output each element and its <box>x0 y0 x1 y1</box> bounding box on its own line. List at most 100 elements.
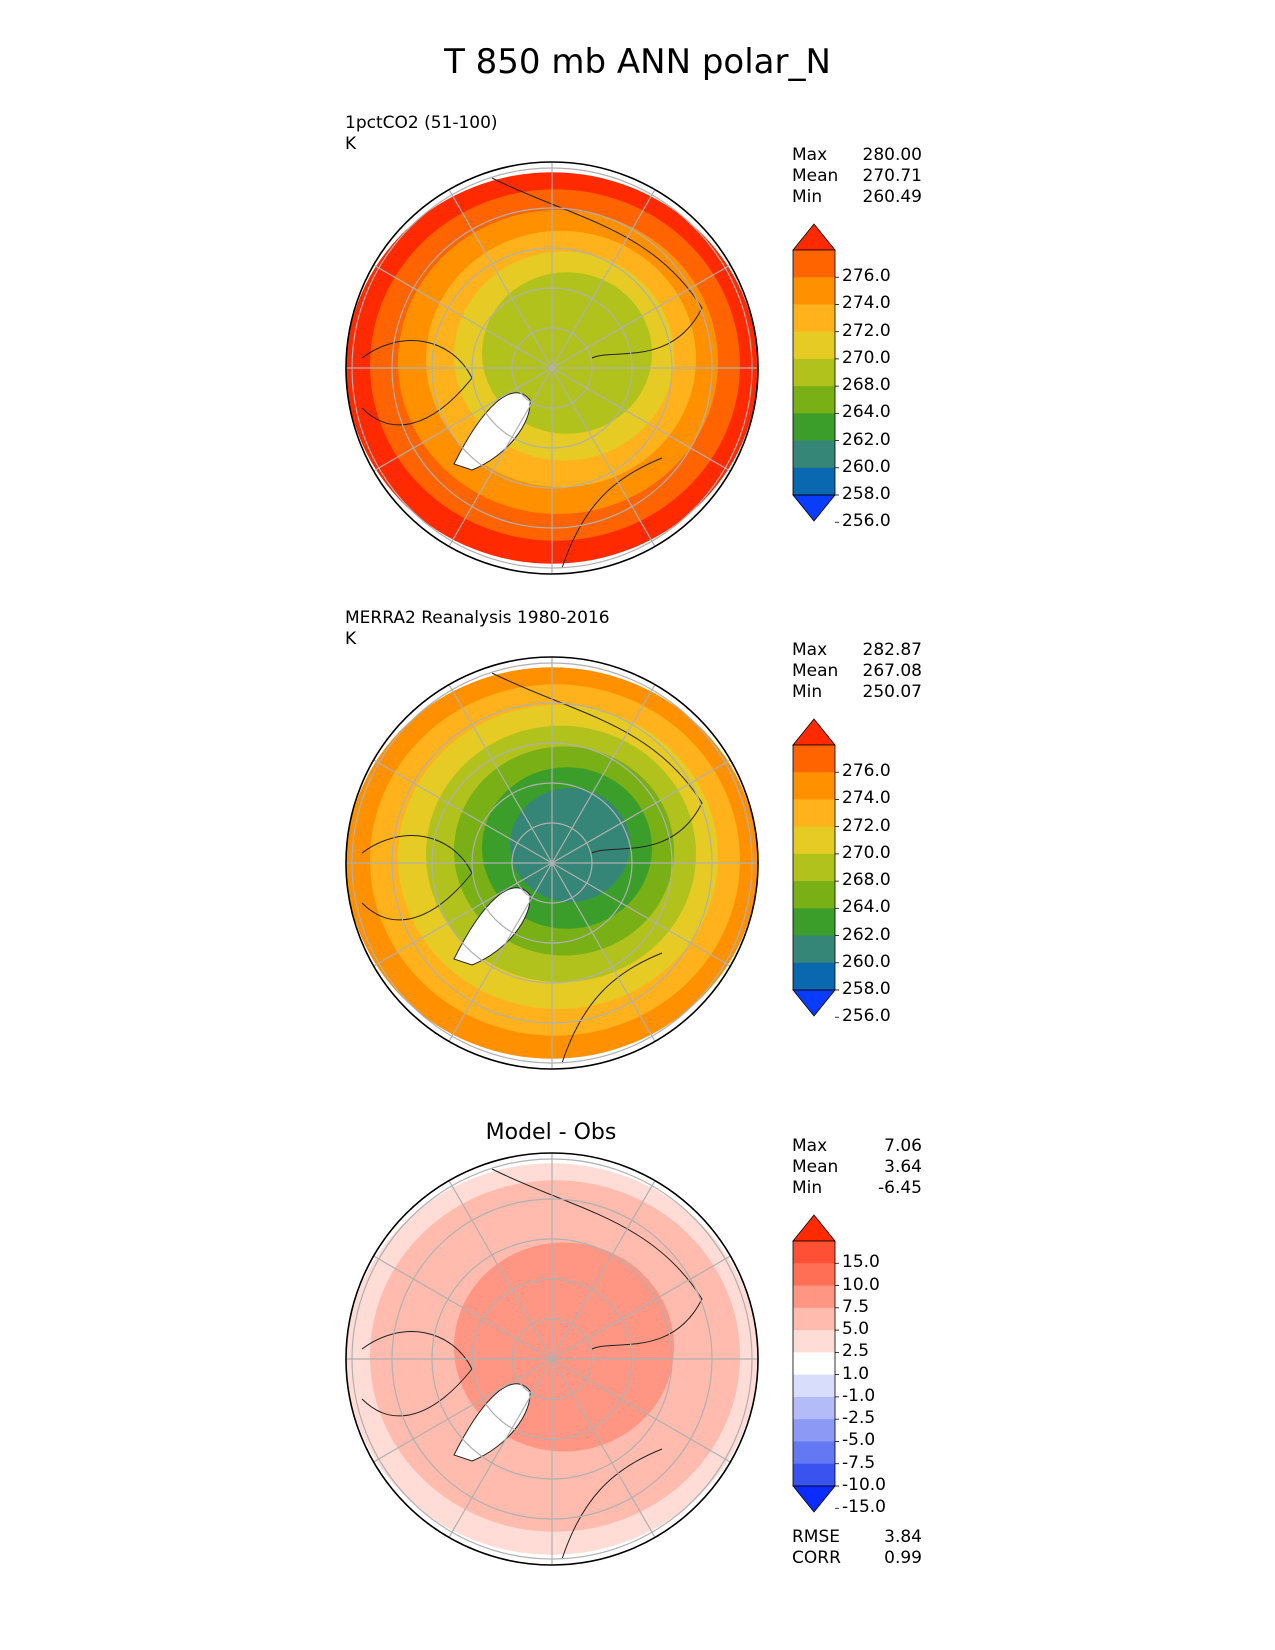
meridian-line <box>551 367 731 472</box>
coastline <box>361 835 473 921</box>
meridian-line <box>551 189 656 369</box>
colorbar-segment <box>793 1419 835 1442</box>
colorbar-tick-label: -10.0 <box>842 1475 886 1495</box>
meridian-line <box>448 189 553 369</box>
colorbar-extend-max <box>792 223 836 251</box>
polar-map-1pctco2 <box>345 161 759 575</box>
colorbar-frame <box>792 249 836 496</box>
colorbar-tick-label: 262.0 <box>842 429 891 450</box>
colorbar-tick-label: 268.0 <box>842 375 891 396</box>
meridian-line <box>551 862 656 1042</box>
meridian-line <box>373 264 553 369</box>
colorbar-tick-label: 270.0 <box>842 347 891 368</box>
stat-value: 267.08 <box>862 661 922 681</box>
colorbar-segment <box>793 962 835 991</box>
colorbar-tick-label: -7.5 <box>842 1452 876 1473</box>
stat-value: -6.45 <box>878 1178 922 1198</box>
stat-label: Mean <box>792 166 839 186</box>
colorbar-tick-label: 276.0 <box>842 266 891 287</box>
panel-1-units: K <box>345 134 357 154</box>
colorbar-merra2 <box>792 718 839 1018</box>
colorbar-segment <box>793 1285 835 1309</box>
meridian-line <box>551 1180 656 1360</box>
colorbar-tick-label: 10.0 <box>842 1274 880 1295</box>
colorbar-tick-label: 2.5 <box>842 1341 870 1362</box>
colorbar-tick-label: 258.0 <box>842 979 891 999</box>
colorbar-extend-min <box>792 494 836 522</box>
colorbar-extend-max <box>792 1214 836 1242</box>
colorbar-tick-label: 256.0 <box>842 1006 891 1027</box>
stat-value: 270.71 <box>862 166 922 186</box>
meridian-line <box>551 862 731 967</box>
metric-value: 0.99 <box>884 1548 922 1568</box>
meridian-line <box>373 759 553 864</box>
colorbar-segment <box>793 853 835 882</box>
panel-3-metrics: RMSE 3.84 CORR 0.99 <box>792 1527 922 1569</box>
contour-band <box>538 1304 608 1372</box>
contour-band <box>538 808 608 876</box>
colorbar-tick-label: 272.0 <box>842 320 891 341</box>
colorbar-segment <box>793 1330 835 1353</box>
stat-value: 260.49 <box>862 187 922 207</box>
colorbar-frame <box>792 744 836 991</box>
colorbar-tick-label: 276.0 <box>842 761 891 782</box>
colorbar-tick-label: 270.0 <box>842 842 891 863</box>
colorbar-segment <box>793 1352 835 1376</box>
meridian-line <box>551 264 731 369</box>
stat-value: 7.06 <box>884 1136 922 1156</box>
colorbar-segment <box>793 413 835 442</box>
colorbar-extend-min <box>792 989 836 1017</box>
panel-1-title: 1pctCO2 (51-100) K <box>345 113 498 155</box>
colorbar-segment <box>793 331 835 360</box>
coastline <box>561 1448 663 1560</box>
meridian-line <box>448 367 553 547</box>
map-boundary <box>345 656 759 1070</box>
colorbar-segment <box>793 1241 835 1264</box>
colorbar-segment <box>793 467 835 496</box>
colorbar-segment <box>793 304 835 333</box>
colorbar-segment <box>793 799 835 828</box>
meridian-line <box>448 684 553 864</box>
colorbar-segment <box>793 358 835 387</box>
metric-value: 3.84 <box>884 1527 922 1547</box>
coastline <box>361 340 473 426</box>
stat-label: Mean <box>792 661 839 681</box>
colorbar-segment <box>793 1396 835 1420</box>
map-boundary <box>345 161 759 575</box>
metric-label: RMSE <box>792 1527 841 1547</box>
panel-3-title: Model - Obs <box>485 1120 617 1145</box>
colorbar-model-minus-obs <box>792 1214 839 1513</box>
colorbar-segment <box>793 250 835 278</box>
colorbar-tick-label: 15.0 <box>842 1252 880 1273</box>
coastline <box>491 672 703 854</box>
meridian-line <box>373 862 553 967</box>
greenland-landmass <box>453 887 531 966</box>
colorbar-extend-max <box>792 718 836 746</box>
figure-title: T 850 mb ANN polar_N <box>444 42 831 82</box>
colorbar-tick-label: 262.0 <box>842 924 891 945</box>
colorbar-tick-label: -15.0 <box>842 1497 886 1518</box>
coastline <box>561 457 663 569</box>
coastline <box>361 1331 473 1417</box>
colorbar-tick-label: 258.0 <box>842 484 891 504</box>
colorbar-segment <box>793 826 835 855</box>
panel-1-stats: Max 280.00 Mean 270.71 Min 260.49 <box>792 145 922 208</box>
coastline <box>491 1168 703 1350</box>
colorbar-tick-label: -2.5 <box>842 1408 876 1429</box>
stat-value: 282.87 <box>862 640 922 660</box>
stat-label: Mean <box>792 1157 839 1177</box>
stat-value: 3.64 <box>884 1157 922 1177</box>
stat-value: 250.07 <box>862 682 922 702</box>
colorbar-segment <box>793 1463 835 1487</box>
meridian-line <box>448 1358 553 1538</box>
colorbar-tick-label: -5.0 <box>842 1430 876 1451</box>
stat-label: Min <box>792 187 823 207</box>
meridian-line <box>551 1255 731 1360</box>
colorbar-tick-label: 274.0 <box>842 788 891 809</box>
colorbar-tick-label: 264.0 <box>842 402 891 423</box>
contour-band <box>538 313 608 381</box>
greenland-landmass <box>453 1383 531 1462</box>
colorbar-segment <box>793 935 835 964</box>
colorbar-segment <box>793 1263 835 1287</box>
